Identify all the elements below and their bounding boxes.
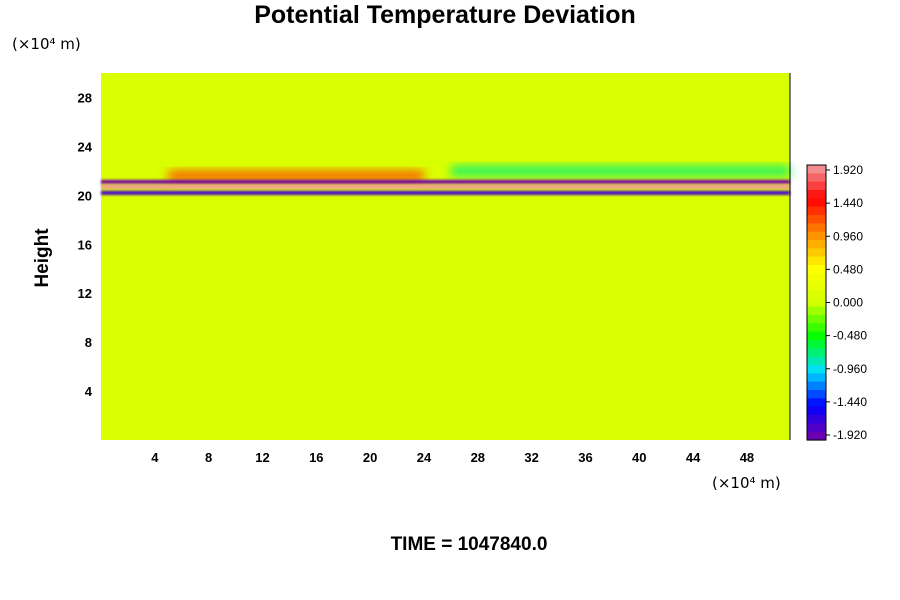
colorbar-swatch [807,331,826,341]
colorbar [806,164,827,441]
colorbar-swatch [807,340,826,349]
colorbar-swatch [807,298,826,308]
x-tick-labels: 4 8 12 16 20 24 28 32 36 40 44 48 [151,450,754,465]
colorbar-tick-label: -1.920 [833,428,867,442]
field-feature [168,171,424,181]
x-tick-label: 24 [417,450,432,465]
y-tick-label: 24 [78,139,93,154]
x-tick-label: 36 [578,450,592,465]
colorbar-tick-label: 0.960 [833,229,863,243]
x-tick-label: 12 [255,450,269,465]
colorbar-swatch [807,165,826,174]
colorbar-tick-label: -0.480 [833,329,867,343]
colorbar-swatch [807,256,826,266]
field-background [101,73,790,440]
colorbar-swatch [807,356,826,366]
colorbar-swatch [807,206,826,216]
field-feature [101,190,790,195]
x-tick-label: 40 [632,450,646,465]
y-tick-label: 20 [78,188,92,203]
colorbar-swatch [807,348,826,358]
colorbar-swatch [807,231,826,241]
x-tick-label: 28 [471,450,485,465]
colorbar-swatch [807,240,826,249]
y-tick-label: 28 [78,90,92,105]
y-axis-label: Height [32,228,53,288]
colorbar-swatch [807,273,826,283]
colorbar-swatch [807,248,826,258]
colorbar-swatch [807,406,826,416]
colorbar-swatch [807,198,826,208]
colorbar-swatch [807,173,826,183]
colorbar-tick-label: 1.440 [833,196,863,210]
field-feature [101,184,790,189]
colorbar-tick-label: 1.920 [833,163,863,177]
y-tick-labels: 4 8 12 16 20 24 28 [78,90,93,399]
colorbar-swatch [807,315,826,324]
colorbar-swatch [807,365,826,374]
x-tick-label: 16 [309,450,323,465]
colorbar-tick-label: 0.480 [833,262,863,276]
time-label: TIME = 1047840.0 [391,534,548,555]
colorbar-tick-label: 0.000 [833,296,863,310]
y-tick-label: 16 [78,237,92,252]
colorbar-tick-label: -1.440 [833,395,867,409]
colorbar-swatch [807,431,826,441]
colorbar-swatch [807,323,826,333]
colorbar-swatch [807,190,826,199]
colorbar-swatch [807,281,826,291]
colorbar-swatch [807,265,826,274]
x-unit-label: (×10⁴ m) [712,474,781,492]
x-tick-label: 44 [686,450,701,465]
chart-title: Potential Temperature Deviation [254,1,636,29]
colorbar-swatch [807,415,826,424]
colorbar-swatch [807,381,826,391]
x-tick-label: 48 [740,450,754,465]
y-tick-label: 12 [78,286,92,301]
y-unit-label: (×10⁴ m) [12,35,81,53]
colorbar-swatch [807,390,826,399]
field-feature [101,179,790,184]
colorbar-swatch [807,398,826,408]
y-tick-label: 8 [85,335,92,350]
colorbar-swatch [807,290,826,299]
colorbar-swatch [807,223,826,233]
field-feature [450,166,790,176]
colorbar-swatch [807,373,826,383]
colorbar-swatch [807,181,826,191]
x-tick-label: 32 [524,450,538,465]
x-tick-label: 4 [151,450,159,465]
colorbar-swatch [807,423,826,433]
plot-area [101,73,791,440]
y-tick-label: 4 [85,384,93,399]
x-tick-label: 8 [205,450,212,465]
colorbar-tick-label: -0.960 [833,362,867,376]
colorbar-swatch [807,306,826,316]
colorbar-swatch [807,215,826,224]
x-tick-label: 20 [363,450,377,465]
colorbar-tick-labels: 1.920 1.440 0.960 0.480 0.000 -0.480 -0.960 -1.… [826,163,867,442]
